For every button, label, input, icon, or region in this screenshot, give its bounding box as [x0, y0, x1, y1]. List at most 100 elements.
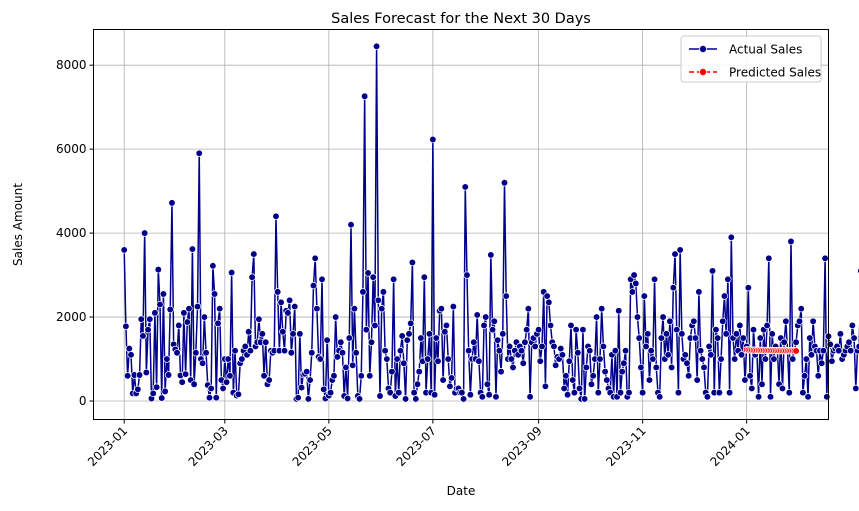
actual-sales-point: [589, 372, 597, 380]
actual-sales-point: [855, 342, 859, 351]
actual-sales-point: [207, 384, 215, 393]
actual-sales-point: [761, 355, 770, 363]
actual-sales-point: [797, 305, 805, 313]
actual-sales-point: [638, 388, 647, 397]
x-tick-label: 2024-01: [707, 424, 752, 469]
actual-sales-point: [562, 372, 570, 380]
actual-sales-point: [359, 288, 367, 296]
actual-sales-point: [695, 288, 703, 296]
actual-sales-point: [362, 326, 371, 334]
actual-sales-point: [420, 273, 428, 281]
y-axis: 0 2000 4000 6000 8000: [56, 58, 94, 408]
actual-sales-point: [424, 355, 432, 363]
actual-sales-point: [125, 344, 133, 353]
actual-sales-point: [662, 330, 671, 338]
actual-sales-point: [311, 254, 319, 262]
actual-sales-point: [178, 378, 186, 386]
actual-sales-point: [470, 338, 478, 346]
actual-sales-point: [519, 359, 527, 367]
actual-sales-point: [495, 347, 504, 355]
actual-sales-point: [541, 382, 550, 390]
actual-sales-point: [628, 288, 637, 296]
actual-sales-point: [690, 317, 698, 325]
actual-sales-point: [205, 394, 214, 402]
actual-sales-point: [446, 382, 454, 390]
actual-sales-point: [737, 351, 746, 359]
actual-sales-point: [494, 336, 502, 344]
actual-sales-point: [685, 372, 693, 380]
actual-sales-point: [485, 391, 493, 399]
actual-sales-point: [127, 351, 135, 359]
actual-sales-point: [611, 347, 619, 355]
actual-sales-point: [741, 376, 749, 384]
actual-sales-point: [669, 284, 677, 292]
actual-sales-point: [161, 387, 169, 396]
actual-sales-point: [413, 380, 422, 388]
actual-sales-point: [376, 392, 384, 400]
y-axis-label: Sales Amount: [11, 183, 25, 266]
actual-sales-point: [238, 355, 246, 363]
actual-sales-point: [134, 385, 142, 393]
actual-sales-point: [787, 237, 795, 246]
actual-sales-point: [154, 265, 162, 274]
actual-sales-point: [309, 281, 318, 290]
actual-sales-point: [754, 393, 763, 401]
actual-sales-point: [296, 330, 304, 338]
actual-sales-point: [202, 349, 210, 357]
actual-sales-point: [410, 388, 418, 397]
actual-sales-point: [401, 395, 410, 403]
actual-sales-point: [338, 349, 347, 357]
actual-sales-point: [603, 376, 611, 384]
actual-sales-point: [507, 355, 515, 363]
actual-sales-point: [345, 334, 353, 342]
actual-sales-point: [219, 384, 227, 393]
actual-sales-point: [625, 388, 633, 397]
predicted-sales-point: [792, 347, 800, 355]
actual-sales-point: [405, 330, 413, 338]
actual-sales-point: [156, 300, 164, 309]
actual-sales-point: [369, 273, 377, 281]
actual-sales-point: [579, 326, 587, 334]
actual-sales-point: [466, 391, 475, 399]
actual-sales-point: [224, 355, 232, 363]
x-axis-label: Date: [447, 484, 476, 498]
actual-sales-point: [465, 347, 473, 355]
actual-sales-point: [200, 313, 209, 321]
actual-sales-point: [765, 254, 773, 262]
actual-sales-point: [809, 317, 817, 325]
actual-sales-point: [313, 305, 321, 313]
actual-sales-point: [355, 395, 364, 403]
actual-sales-point: [536, 357, 544, 365]
x-axis: 2023-01 2023-03 2023-05 2023-07 2023-09 2023-…: [85, 419, 753, 469]
actual-sales-point: [144, 326, 152, 334]
actual-sales-point: [412, 395, 420, 403]
actual-sales-point: [212, 394, 220, 402]
actual-sales-point: [523, 326, 531, 334]
actual-sales-point: [152, 383, 161, 391]
actual-sales-point: [667, 363, 676, 372]
y-tick-label: 8000: [56, 58, 87, 72]
actual-sales-point: [291, 302, 299, 311]
actual-sales-point: [151, 309, 159, 317]
actual-sales-point: [185, 305, 193, 313]
actual-sales-point: [316, 355, 324, 363]
actual-sales-point: [280, 347, 289, 355]
actual-sales-point: [378, 305, 386, 313]
actual-sales-point: [258, 330, 266, 338]
legend-predicted-marker: [699, 68, 708, 77]
actual-sales-point: [635, 334, 643, 342]
actual-sales-point: [458, 388, 466, 397]
actual-sales-point: [717, 355, 725, 363]
actual-sales-point: [139, 332, 147, 340]
actual-sales-point: [782, 317, 790, 325]
actual-sales-point: [770, 355, 778, 363]
actual-sales-point: [379, 288, 388, 296]
actual-sales-point: [122, 322, 130, 330]
actual-sales-point: [265, 376, 273, 384]
actual-sales-point: [487, 251, 495, 259]
actual-sales-point: [521, 338, 529, 346]
actual-sales-point: [461, 183, 469, 191]
actual-sales-point: [560, 384, 568, 393]
actual-sales-point: [272, 212, 280, 220]
actual-sales-point: [195, 149, 203, 157]
